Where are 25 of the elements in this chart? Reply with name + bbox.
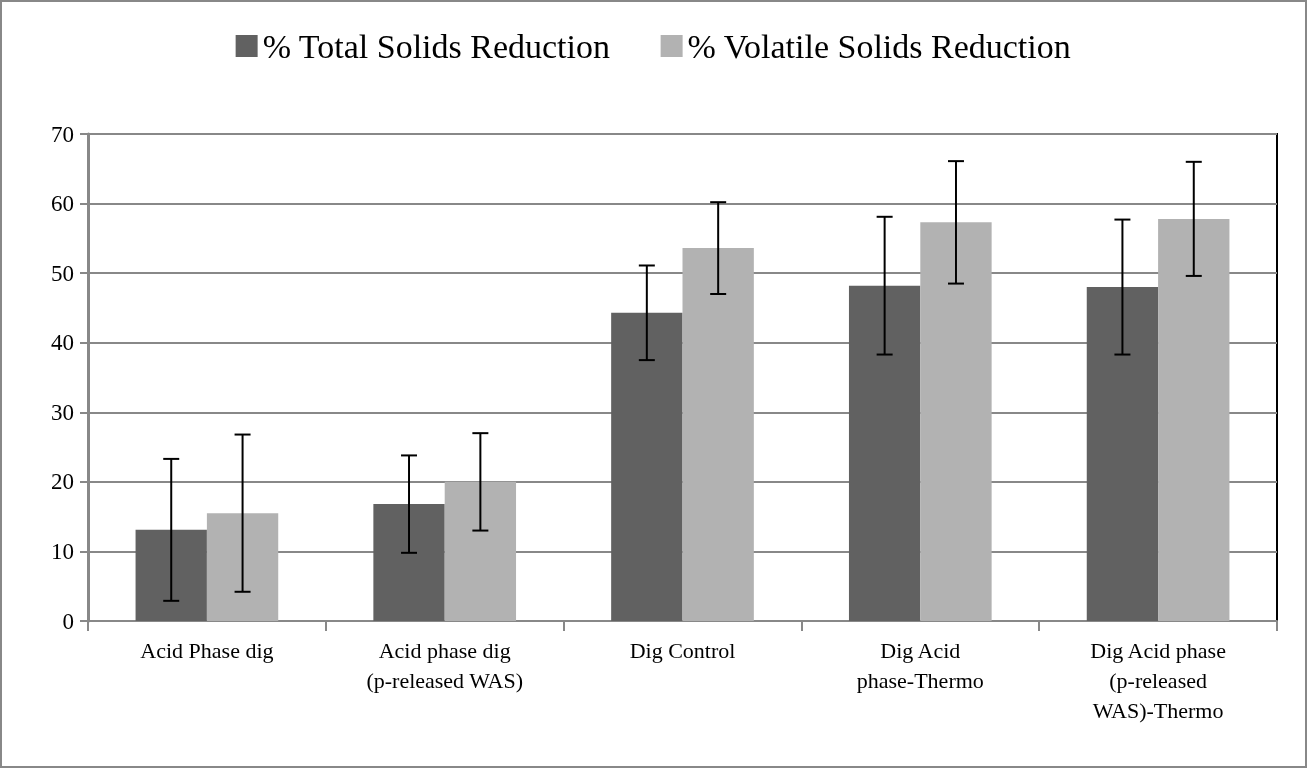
y-tick-label: 20 bbox=[51, 469, 74, 495]
legend-label: % Total Solids Reduction bbox=[262, 27, 611, 65]
bar bbox=[920, 222, 992, 621]
x-tick-label: Dig Control bbox=[629, 637, 736, 663]
y-tick-label: 0 bbox=[62, 608, 74, 634]
y-tick-label: 30 bbox=[51, 399, 74, 425]
bar bbox=[848, 285, 921, 621]
y-tick-label: 70 bbox=[51, 121, 74, 147]
bar bbox=[135, 529, 207, 621]
bar bbox=[1086, 287, 1159, 621]
legend-label: % Volatile Solids Reduction bbox=[687, 27, 1071, 65]
x-tick-label: Acid phase dig (p-released WAS) bbox=[366, 637, 523, 693]
x-tick-label: Acid Phase dig bbox=[140, 637, 274, 663]
bar bbox=[444, 481, 517, 621]
bar bbox=[206, 513, 279, 621]
y-tick-label: 40 bbox=[51, 330, 74, 356]
x-tick-label: Dig Acid phase (p-released WAS)-Thermo bbox=[1090, 637, 1226, 723]
bar bbox=[373, 504, 445, 621]
y-tick-label: 10 bbox=[51, 538, 74, 564]
bar bbox=[1158, 218, 1230, 621]
bar bbox=[682, 248, 754, 621]
y-tick-label: 50 bbox=[51, 260, 74, 286]
y-tick-label: 60 bbox=[51, 191, 74, 217]
bar bbox=[611, 312, 683, 621]
x-tick-label: Dig Acid phase-Thermo bbox=[856, 637, 984, 693]
